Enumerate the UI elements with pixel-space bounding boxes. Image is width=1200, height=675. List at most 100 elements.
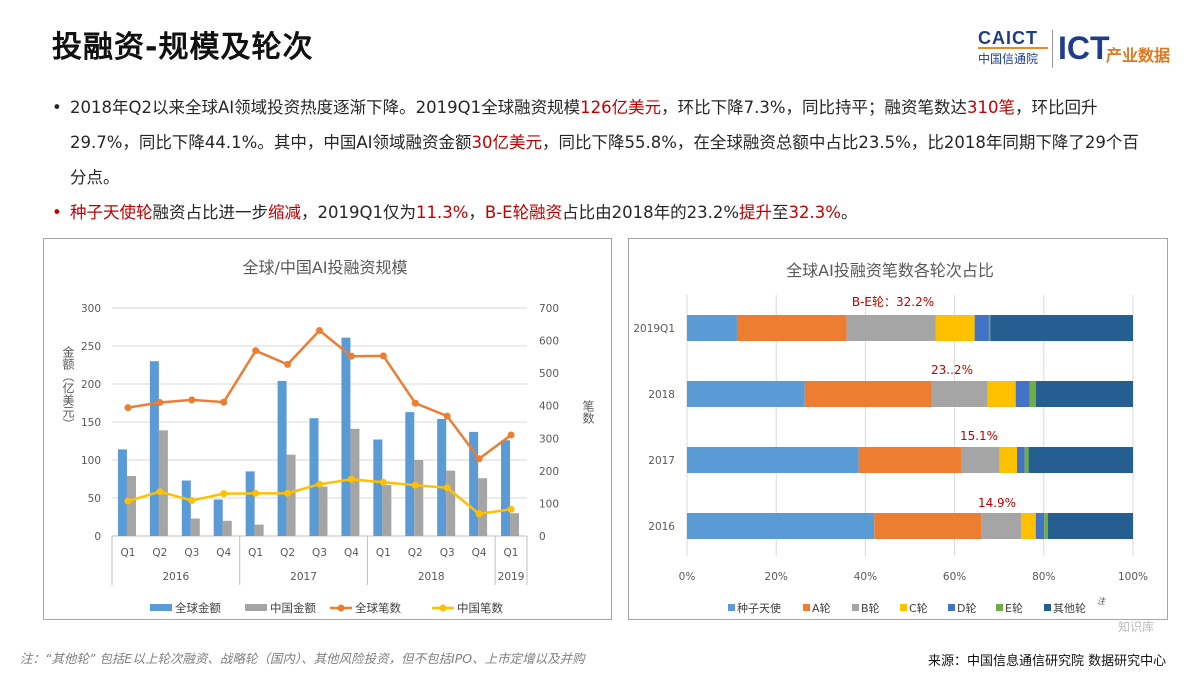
data-point: [124, 497, 132, 505]
y-tick-label: 0: [94, 531, 101, 543]
x-tick-label: Q2: [280, 547, 295, 559]
legend-swatch: [900, 604, 907, 611]
data-point: [316, 326, 323, 334]
source-text: 来源：中国信息通信研究院 数据研究中心: [928, 654, 1167, 669]
data-point: [411, 399, 419, 407]
bar-segment: [1047, 513, 1133, 539]
bar-china-amount: [158, 430, 168, 536]
body-text: ，同比下降55.8%，在全球融资总额中占比23.5%，比2018年同期下降了29…: [70, 133, 1139, 187]
bar-global-amount: [117, 449, 127, 536]
data-point: [284, 360, 292, 368]
legend-label: 种子天使: [737, 601, 781, 615]
data-point: [475, 510, 483, 518]
x-tick-label: 40%: [854, 571, 877, 583]
legend-label: B轮: [861, 601, 880, 615]
highlight-text: 32.3%: [788, 203, 841, 222]
bar-segment: [846, 315, 936, 341]
x-group-label: 2016: [162, 571, 189, 583]
highlight-text: 30亿美元: [471, 133, 543, 152]
legend-swatch: [948, 604, 955, 611]
bar-china-amount: [190, 518, 200, 536]
highlight-text: 126亿美元: [580, 98, 662, 117]
data-point: [379, 352, 387, 360]
logo-ict: ICT: [1058, 30, 1110, 66]
body-text: ，: [468, 203, 485, 222]
x-tick-label: Q2: [152, 547, 167, 559]
bar-global-amount: [181, 480, 191, 536]
body-text: 融资占比进一步: [152, 203, 269, 222]
chart-box-left: [43, 238, 612, 620]
bar-global-amount: [213, 499, 223, 536]
bar-segment: [935, 315, 975, 341]
logo-caict: CAICT: [978, 28, 1038, 48]
y2-tick-label: 500: [539, 368, 559, 380]
legend-swatch: [996, 604, 1003, 611]
bar-segment: [974, 315, 989, 341]
legend-marker: [439, 604, 447, 612]
x-tick-label: 100%: [1118, 571, 1148, 583]
bar-segment: [687, 381, 805, 407]
annotation-label: 23..2%: [931, 363, 973, 377]
body-text: ，环比回升29.7%，同比下降44.1%。其中，中国AI领域融资金额: [70, 98, 1098, 152]
x-tick-label: 80%: [1032, 571, 1055, 583]
y-axis-title: 金额（亿美元）: [61, 345, 75, 430]
body-text: ，环比下降7.3%，同比持平；融资笔数达: [661, 98, 968, 117]
data-point: [252, 347, 260, 355]
highlight-text: B-E轮融资: [484, 203, 563, 222]
bullet-item: • 2018年Q2以来全球AI领域投资热度逐渐下降。2019Q1全球融资规模126…: [52, 90, 1152, 195]
bar-global-amount: [149, 361, 159, 536]
data-point: [475, 455, 483, 463]
bar-segment: [987, 381, 1016, 407]
bar-segment: [687, 315, 737, 341]
x-tick-label: 60%: [943, 571, 966, 583]
x-tick-label: Q2: [408, 547, 423, 559]
x-tick-label: Q4: [344, 547, 359, 559]
legend-label: 中国笔数: [457, 601, 503, 615]
data-point: [188, 396, 196, 404]
x-tick-label: Q3: [312, 547, 327, 559]
x-group-label: 2018: [418, 571, 445, 583]
data-point: [156, 488, 164, 496]
bar-china-amount: [254, 524, 264, 536]
data-point: [124, 404, 132, 412]
bar-china-amount: [126, 475, 136, 536]
annotation-label: B-E轮：32.2%: [852, 295, 934, 309]
bar-global-amount: [341, 337, 351, 536]
bar-segment: [988, 315, 991, 341]
legend-label: A轮: [812, 601, 831, 615]
bullet-list: • 2018年Q2以来全球AI领域投资热度逐渐下降。2019Q1全球融资规模126…: [52, 90, 1152, 230]
body-text: ，2019Q1仅为: [301, 203, 416, 222]
bullet-dot-icon: •: [52, 203, 62, 222]
legend-marker: [337, 604, 345, 612]
bar-china-amount: [446, 470, 456, 536]
x-group-label: 2017: [290, 571, 317, 583]
body-text: 2018年Q2以来全球AI领域投资热度逐渐下降。2019Q1全球融资规模: [70, 98, 581, 117]
logo-industry: 产业数据: [1106, 46, 1171, 65]
data-point: [252, 489, 260, 497]
x-group-label: 2019: [498, 571, 525, 583]
body-text: 。: [840, 203, 858, 222]
bar-global-amount: [405, 412, 415, 536]
bar-segment: [874, 513, 982, 539]
body-text: 占比由2018年的23.2%: [562, 203, 740, 222]
x-tick-label: 20%: [765, 571, 788, 583]
bar-segment: [858, 447, 962, 473]
y2-axis-title: 笔数: [581, 399, 595, 425]
data-point: [284, 489, 292, 497]
x-tick-label: Q3: [440, 547, 455, 559]
data-point: [156, 398, 164, 406]
bar-segment: [1028, 447, 1133, 473]
y2-tick-label: 0: [539, 531, 546, 543]
bar-segment: [1044, 513, 1048, 539]
legend-note: 注: [1097, 597, 1106, 606]
data-point: [507, 431, 515, 439]
y-tick-label: 2018: [648, 389, 675, 401]
bar-segment: [999, 447, 1018, 473]
bar-global-amount: [309, 418, 319, 536]
bar-segment: [1029, 381, 1036, 407]
data-point: [379, 478, 387, 486]
wechat-watermark: 知识库: [1118, 620, 1155, 634]
bar-segment: [804, 381, 932, 407]
highlight-text: 种子天使轮: [70, 203, 153, 222]
